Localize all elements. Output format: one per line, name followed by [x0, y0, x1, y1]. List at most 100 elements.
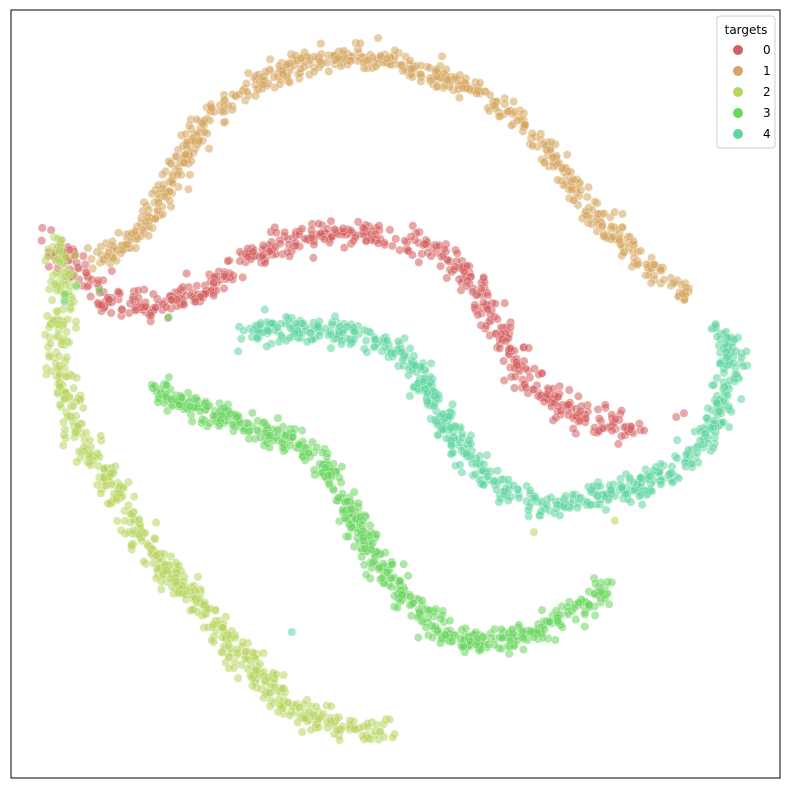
point-series-4	[634, 491, 644, 501]
point-series-1	[182, 136, 192, 146]
point-series-4	[561, 491, 570, 501]
point-series-3	[403, 571, 413, 581]
point-series-1	[528, 141, 538, 151]
point-series-1	[147, 189, 157, 199]
point-series-2	[203, 604, 213, 614]
point-series-3	[574, 598, 584, 608]
point-series-4	[361, 336, 371, 346]
point-series-2	[70, 251, 80, 261]
point-series-3	[382, 568, 392, 577]
point-series-2	[224, 640, 234, 650]
legend-title: targets	[725, 23, 768, 37]
point-series-2	[126, 509, 135, 519]
point-series-3	[312, 442, 322, 452]
point-series-0	[80, 260, 90, 269]
point-series-4	[327, 320, 337, 330]
point-series-3	[436, 614, 446, 624]
point-series-2	[61, 253, 71, 263]
point-series-4	[405, 391, 415, 401]
point-series-2	[388, 733, 398, 742]
point-series-0	[258, 240, 268, 250]
point-series-4	[422, 397, 432, 407]
point-series-0	[564, 400, 574, 410]
point-series-2	[264, 688, 274, 698]
point-series-0	[492, 314, 502, 324]
point-series-4	[447, 441, 456, 451]
point-series-3	[374, 563, 384, 573]
point-series-1	[265, 54, 275, 64]
point-series-1	[116, 248, 126, 258]
point-series-1	[582, 210, 592, 220]
point-series-2	[376, 727, 385, 737]
point-series-3	[214, 421, 224, 431]
point-series-0	[96, 300, 106, 310]
point-series-4	[433, 420, 443, 430]
point-series-1	[88, 264, 98, 273]
point-series-4	[692, 448, 702, 458]
point-series-1	[590, 197, 600, 207]
point-series-4	[552, 499, 562, 509]
point-series-4	[712, 332, 722, 341]
point-series-2	[99, 464, 109, 474]
point-series-0	[679, 408, 689, 418]
point-series-2	[179, 576, 189, 586]
point-series-3	[244, 427, 254, 437]
point-series-0	[82, 282, 92, 292]
point-series-2	[79, 442, 89, 452]
point-series-4	[674, 473, 684, 483]
legend-marker-3	[733, 108, 743, 118]
point-series-1	[153, 180, 163, 190]
legend-marker-4	[733, 129, 743, 139]
point-series-2	[92, 480, 102, 490]
point-series-3	[365, 520, 375, 530]
point-series-2	[43, 252, 52, 261]
point-series-2	[232, 645, 242, 655]
point-series-0	[553, 392, 563, 402]
point-series-2	[101, 481, 111, 491]
point-series-3	[344, 532, 353, 542]
point-series-2	[314, 713, 324, 723]
point-series-1	[269, 72, 279, 82]
point-series-2	[61, 280, 71, 290]
point-series-1	[582, 192, 592, 202]
point-series-0	[223, 256, 233, 266]
point-series-0	[326, 216, 336, 226]
point-series-1	[198, 118, 208, 128]
point-series-3	[243, 419, 253, 429]
point-series-3	[162, 380, 172, 390]
point-series-4	[606, 485, 616, 495]
point-series-2	[300, 714, 310, 723]
point-series-3	[343, 496, 353, 506]
point-series-1	[282, 59, 292, 69]
point-series-1	[390, 45, 400, 55]
point-series-3	[413, 633, 423, 642]
point-series-4	[410, 361, 420, 371]
point-series-4	[263, 325, 272, 335]
point-series-1	[219, 117, 229, 127]
point-series-2	[63, 314, 73, 324]
point-series-4	[467, 459, 477, 469]
point-series-4	[492, 485, 502, 495]
plot-frame	[10, 9, 781, 779]
point-series-0	[564, 410, 574, 420]
point-series-1	[629, 253, 639, 263]
point-series-4	[338, 328, 348, 338]
point-series-1	[548, 152, 558, 162]
point-series-0	[613, 439, 623, 449]
point-series-0	[501, 336, 511, 346]
point-series-2	[195, 594, 205, 604]
point-series-0	[468, 287, 478, 297]
point-series-0	[564, 385, 574, 395]
point-series-3	[562, 602, 572, 612]
point-series-3	[300, 455, 310, 465]
point-series-1	[527, 129, 537, 138]
point-series-4	[434, 390, 443, 400]
point-series-0	[521, 383, 531, 393]
point-series-4	[287, 627, 297, 637]
point-series-1	[618, 209, 627, 219]
point-series-1	[309, 67, 319, 77]
point-series-2	[156, 584, 166, 594]
point-series-0	[387, 241, 397, 251]
point-series-4	[731, 346, 741, 356]
